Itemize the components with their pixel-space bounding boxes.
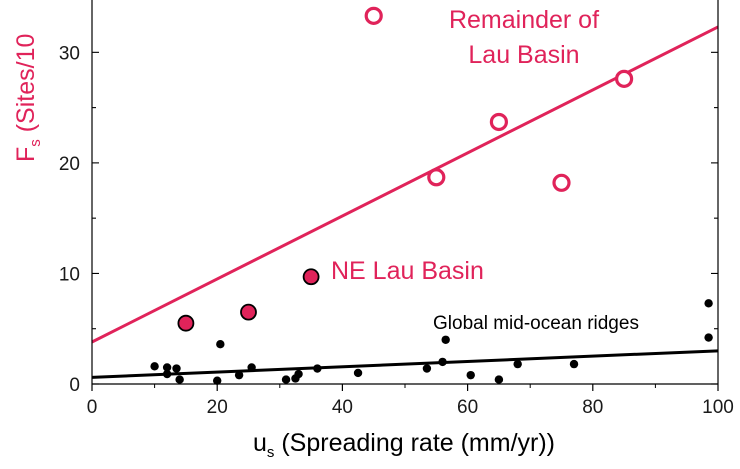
y-tick-label: 0 [69,375,80,396]
data-point-dot [216,340,225,349]
data-point-dot [438,357,447,367]
series-label-remainder-line1: Remainder of [449,6,599,34]
data-point-filled-circle [177,314,195,332]
y-axis-title-sub: s [27,139,44,147]
data-point-open-circle [427,168,446,187]
y-tick-label: 10 [59,264,80,285]
data-point-dot [172,364,181,373]
data-point-dot [494,375,504,384]
fit-lines [91,25,719,379]
data-point-open-circle [614,69,634,88]
data-point-dot [294,369,303,379]
data-point-dot [150,362,159,371]
fit-line [91,349,719,379]
data-point-dot [422,364,432,373]
x-axis-title-rest: (Spreading rate (mm/yr)) [274,429,555,457]
data-point-dot [704,333,713,342]
y-axis-title-main: F [12,147,40,162]
y-axis-title-rest: (Sites/10 [12,34,40,140]
data-point-dot [353,368,363,378]
x-axis-title: us (Spreading rate (mm/yr)) [253,429,555,461]
x-tick-label: 40 [332,397,353,418]
data-point-dot [441,335,450,344]
data-point-dot [162,363,172,372]
x-tick-label: 60 [457,397,478,418]
x-tick-label: 100 [702,397,734,418]
x-tick-label: 20 [207,397,228,418]
data-point-open-circle [489,112,508,132]
x-tick-label: 80 [582,397,603,418]
data-point-dot [513,359,522,369]
series-label-remainder-line2: Lau Basin [468,41,579,69]
ticks: 0 20 40 60 80 100 0 10 20 30 [59,43,734,418]
series-label-ne-lau: NE Lau Basin [331,257,484,285]
x-tick-label: 0 [87,397,98,418]
data-point-dot [175,375,184,384]
data-point-dot [234,370,244,380]
fit-line [91,25,719,344]
x-axis-title-main: u [253,429,267,457]
data-point-filled-circle [302,268,320,286]
data-point-dot [313,364,322,373]
y-tick-label: 30 [59,43,80,64]
data-point-dot [162,369,172,379]
data-point-dot [247,363,256,372]
data-points [150,6,713,385]
data-point-dot [466,370,475,380]
data-point-dot [704,299,713,308]
x-axis-title-sub: s [267,444,275,461]
data-point-dot [569,359,579,369]
data-point-dot [213,376,222,385]
y-tick-label: 20 [59,154,80,175]
data-point-open-circle [552,173,571,192]
y-axis-title: Fs (Sites/10 [12,34,44,162]
data-point-open-circle [364,6,383,25]
series-label-global-ridges: Global mid-ocean ridges [433,313,639,334]
data-point-filled-circle [240,303,257,321]
data-point-dot [281,375,291,384]
